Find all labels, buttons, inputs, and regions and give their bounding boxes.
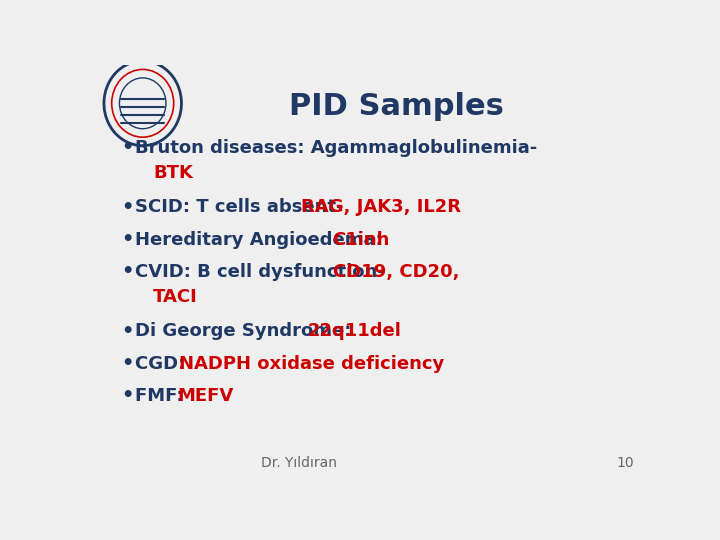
Text: FMF:: FMF: xyxy=(135,387,189,405)
Text: •: • xyxy=(121,198,133,217)
Text: CGD:: CGD: xyxy=(135,355,192,373)
Text: •: • xyxy=(121,354,133,373)
Text: CVID: B cell dysfunction-: CVID: B cell dysfunction- xyxy=(135,263,391,281)
Text: BTK: BTK xyxy=(153,164,193,181)
Text: Di George Syndrome:: Di George Syndrome: xyxy=(135,322,358,340)
Text: •: • xyxy=(121,138,133,158)
Text: Bruton diseases: Agammaglobulinemia-: Bruton diseases: Agammaglobulinemia- xyxy=(135,139,537,157)
Text: C1inh: C1inh xyxy=(332,231,389,248)
Text: NADPH oxidase deficiency: NADPH oxidase deficiency xyxy=(179,355,444,373)
Text: CD19, CD20,: CD19, CD20, xyxy=(333,263,460,281)
Text: •: • xyxy=(121,322,133,341)
Text: 10: 10 xyxy=(616,456,634,470)
Text: •: • xyxy=(121,387,133,406)
Text: PID Samples: PID Samples xyxy=(289,92,503,121)
Text: Hereditary Angioedema:: Hereditary Angioedema: xyxy=(135,231,389,248)
Text: MEFV: MEFV xyxy=(177,387,233,405)
Text: RAG, JAK3, IL2R: RAG, JAK3, IL2R xyxy=(302,198,462,216)
Text: 22q11del: 22q11del xyxy=(307,322,401,340)
Text: TACI: TACI xyxy=(153,288,198,306)
Text: •: • xyxy=(121,230,133,249)
Text: SCID: T cells absent-: SCID: T cells absent- xyxy=(135,198,350,216)
Text: •: • xyxy=(121,262,133,281)
Text: Dr. Yıldıran: Dr. Yıldıran xyxy=(261,456,337,470)
